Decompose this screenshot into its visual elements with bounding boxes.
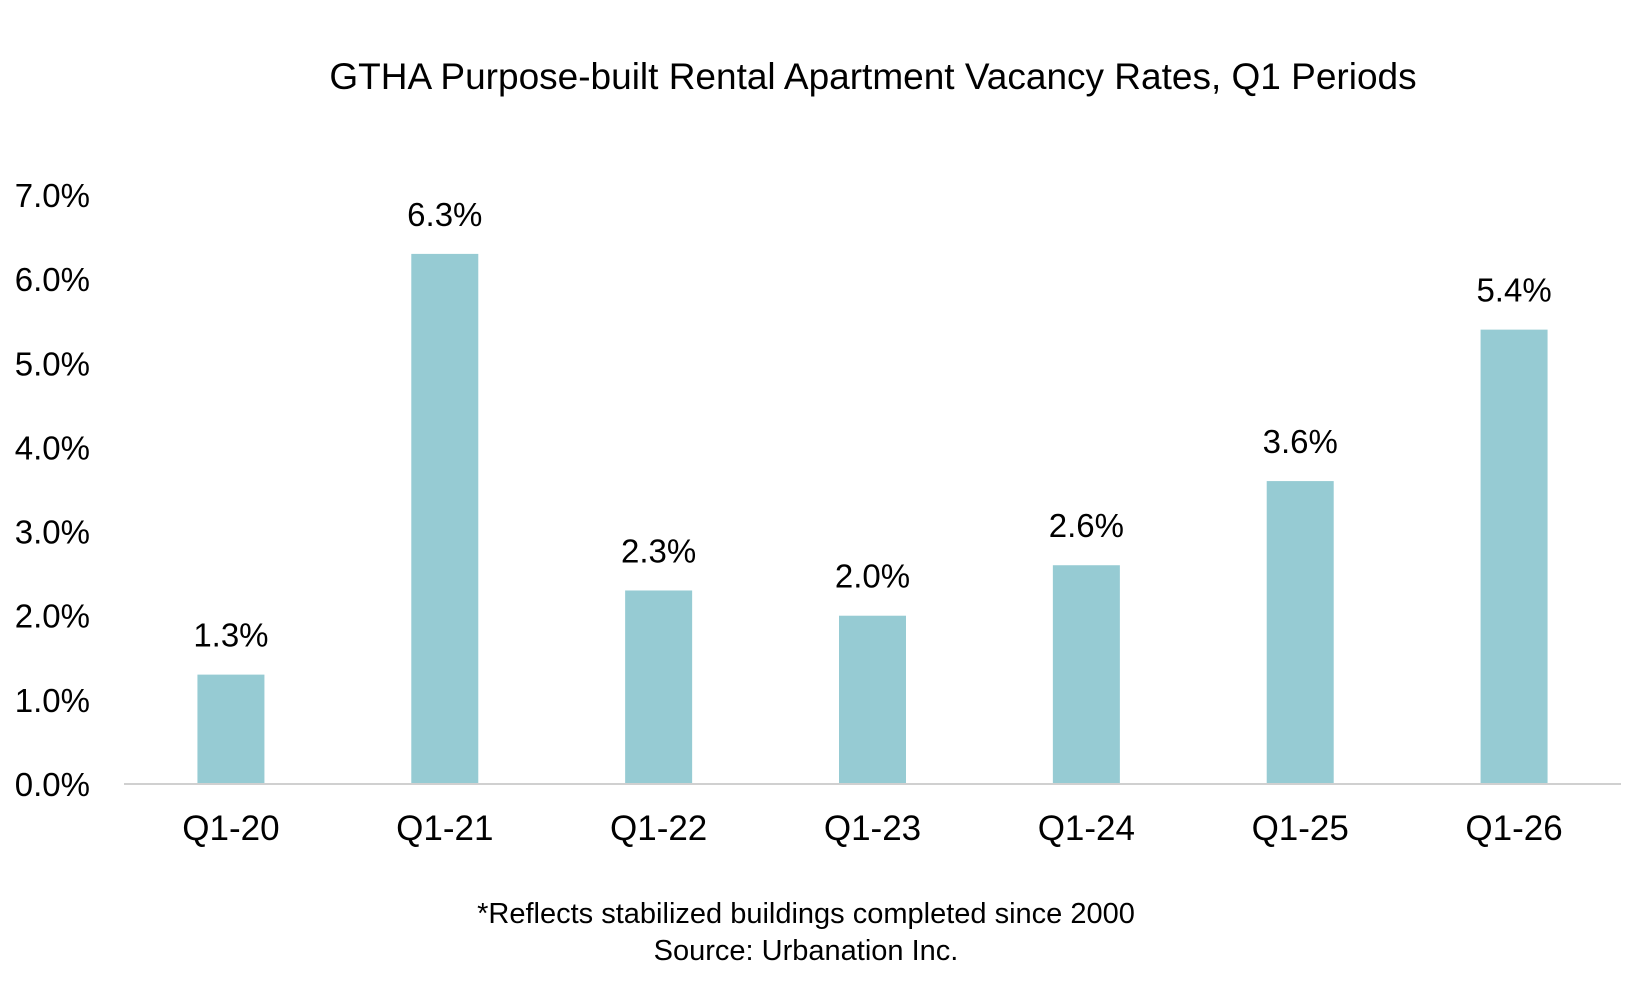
y-tick-label: 0.0%: [15, 766, 90, 803]
y-tick-label: 5.0%: [15, 345, 90, 382]
data-label: 2.3%: [621, 532, 696, 569]
data-label: 3.6%: [1263, 423, 1338, 460]
bar-series: [197, 253, 1548, 784]
source-note: Source: Urbanation Inc.: [654, 935, 959, 967]
bar: [197, 674, 265, 784]
data-label: 6.3%: [407, 196, 482, 233]
x-tick-label: Q1-26: [1465, 809, 1562, 848]
data-label: 2.6%: [1049, 507, 1124, 544]
y-tick-label: 3.0%: [15, 514, 90, 551]
chart-title: GTHA Purpose-built Rental Apartment Vaca…: [329, 56, 1416, 97]
y-tick-label: 4.0%: [15, 429, 90, 466]
y-tick-label: 7.0%: [15, 177, 90, 214]
y-axis-tick-labels: 0.0% 1.0% 2.0% 3.0% 4.0% 5.0% 6.0% 7.0%: [15, 177, 90, 803]
footnote: *Reflects stabilized buildings completed…: [477, 898, 1135, 930]
bar: [1266, 481, 1334, 784]
bar: [411, 253, 479, 784]
x-tick-label: Q1-22: [610, 809, 707, 848]
bar: [839, 615, 906, 784]
x-tick-label: Q1-23: [824, 809, 921, 848]
bar-data-labels: 1.3% 6.3% 2.3% 2.0% 2.6% 3.6% 5.4%: [193, 196, 1551, 654]
data-label: 2.0%: [835, 558, 910, 595]
data-label: 1.3%: [193, 617, 268, 654]
x-tick-label: Q1-25: [1252, 809, 1349, 848]
bar: [1052, 565, 1120, 784]
y-tick-label: 2.0%: [15, 598, 90, 635]
x-tick-label: Q1-20: [182, 809, 279, 848]
y-tick-label: 1.0%: [15, 682, 90, 719]
x-tick-label: Q1-21: [396, 809, 493, 848]
bar: [1480, 329, 1548, 784]
y-tick-label: 6.0%: [15, 261, 90, 298]
bar: [625, 590, 693, 784]
data-label: 5.4%: [1476, 272, 1551, 309]
x-tick-label: Q1-24: [1038, 809, 1135, 848]
x-axis-tick-labels: Q1-20 Q1-21 Q1-22 Q1-23 Q1-24 Q1-25 Q1-26: [182, 809, 1562, 848]
